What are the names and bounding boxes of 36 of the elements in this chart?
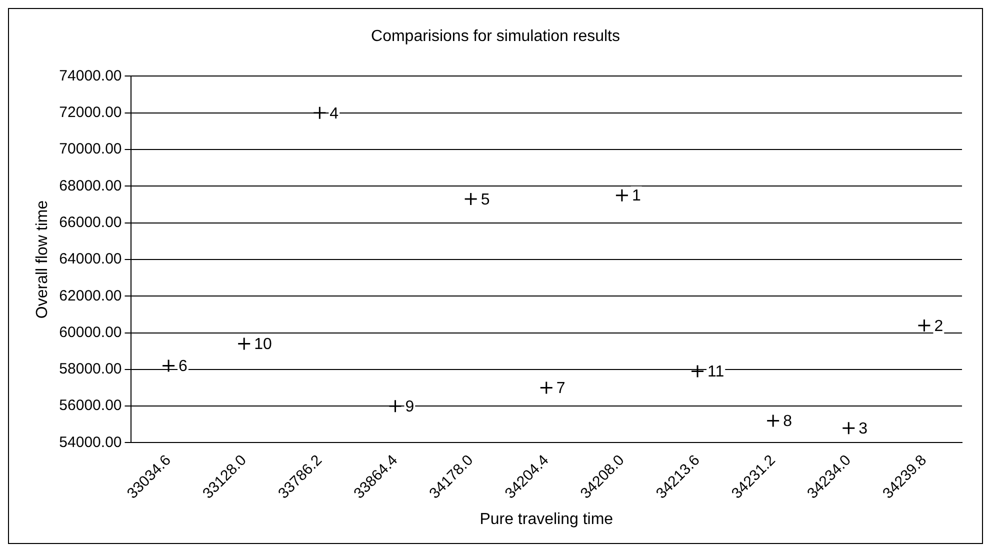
y-tick-label: 70000.00 <box>59 140 122 158</box>
y-tick-label: 64000.00 <box>59 250 122 268</box>
annotation: 8 <box>783 413 792 430</box>
y-tick-label: 54000.00 <box>59 434 122 451</box>
y-tick-label: 68000.00 <box>59 177 122 194</box>
y-tick-label: 66000.00 <box>59 214 122 231</box>
point <box>690 364 704 378</box>
point <box>766 414 780 428</box>
annotation: 1 <box>632 188 641 205</box>
point <box>312 106 326 120</box>
point <box>237 337 251 351</box>
annotation: 9 <box>405 398 414 416</box>
annotation: 5 <box>480 191 490 208</box>
point <box>464 192 478 206</box>
annotation: 10 <box>254 336 272 354</box>
point <box>615 188 629 202</box>
annotation: 6 <box>178 358 188 376</box>
point <box>917 318 931 332</box>
y-tick-label: 56000.00 <box>59 397 122 414</box>
chart-title: Comparisions for simulation results <box>371 28 620 46</box>
y-tick-label: 60000.00 <box>59 324 122 341</box>
annotation: 11 <box>708 364 724 381</box>
annotation: 4 <box>330 105 339 122</box>
annotation: 2 <box>934 318 944 335</box>
point <box>540 381 554 394</box>
y-tick-label: 58000.00 <box>59 360 122 378</box>
point <box>388 399 402 413</box>
point <box>842 421 856 435</box>
annotation: 7 <box>556 380 566 398</box>
y-tick-label: 62000.00 <box>59 287 122 304</box>
y-tick-label: 74000.00 <box>59 67 122 84</box>
y-axis-title: Overall flow time <box>34 200 52 319</box>
y-tick-label: 72000.00 <box>59 104 122 121</box>
x-axis-title: Pure traveling time <box>480 510 614 528</box>
point <box>162 359 176 373</box>
annotation: 3 <box>858 420 868 438</box>
